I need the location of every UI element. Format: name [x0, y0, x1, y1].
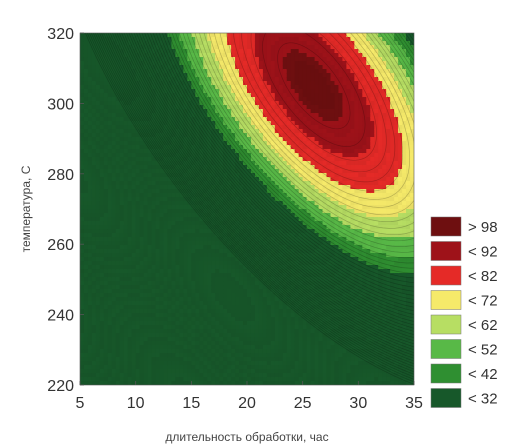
contour-line [199, 33, 414, 229]
legend-label: < 72 [468, 293, 498, 310]
y-tick-label: 260 [47, 237, 74, 254]
contour-line [128, 33, 414, 329]
y-tick-label: 220 [47, 378, 74, 395]
contour-line [88, 33, 414, 380]
contour-line [240, 33, 387, 173]
contour-line [158, 33, 414, 288]
contour-line [86, 33, 414, 383]
x-tick-label: 20 [238, 395, 256, 412]
x-tick-label: 5 [76, 395, 85, 412]
x-axis-label: длительность обработки, час [165, 430, 328, 444]
legend-label: > 98 [468, 219, 498, 236]
contour-line [190, 33, 414, 242]
y-axis-label: температура, С [19, 165, 33, 252]
contour-line [161, 33, 414, 283]
x-tick-label: 10 [127, 395, 145, 412]
legend-item: < 82 [430, 265, 498, 286]
legend-swatch [430, 363, 462, 384]
contour-lines [85, 33, 414, 385]
contour-line [133, 33, 414, 322]
legend-swatch [430, 388, 462, 408]
x-tick-label: 30 [349, 395, 367, 412]
contour-line [250, 33, 377, 161]
legend-item: < 72 [430, 290, 498, 310]
contour-line [175, 33, 414, 264]
contour-line [213, 33, 414, 208]
contour-line [92, 33, 414, 375]
contour-line [149, 33, 414, 300]
contour-line [186, 33, 414, 247]
y-axis-ticks: 220 240 260 280 300 320 [47, 26, 84, 395]
y-tick-label: 300 [47, 96, 74, 113]
contour-line [262, 33, 366, 147]
plot-area [80, 33, 414, 385]
contour-line [136, 33, 414, 319]
contour-line [225, 33, 403, 192]
legend-item: < 92 [430, 241, 498, 261]
contour-line [94, 33, 414, 373]
legend-label: < 32 [468, 391, 498, 408]
legend-label: < 52 [468, 342, 498, 359]
legend-swatch [430, 265, 462, 286]
legend-swatch [430, 241, 462, 261]
legend-swatch [430, 290, 462, 310]
contour-fill [80, 33, 414, 385]
legend-item: < 62 [430, 314, 498, 335]
contour-line [118, 33, 414, 342]
contour-line [90, 33, 414, 378]
y-tick-label: 320 [47, 26, 74, 43]
contour-line [114, 33, 414, 348]
legend-label: < 62 [468, 317, 498, 334]
contour-line [144, 33, 414, 308]
x-tick-label: 15 [182, 395, 200, 412]
contour-line [85, 33, 414, 385]
contour-line [138, 33, 414, 315]
contour-line [116, 33, 414, 345]
contour-line [208, 33, 414, 216]
legend-label: < 92 [468, 244, 498, 261]
contour-line [277, 42, 351, 130]
x-tick-label: 25 [294, 395, 312, 412]
contour-line [109, 33, 414, 354]
contour-line [182, 33, 414, 253]
legend-label: < 42 [468, 366, 498, 383]
contour-line [126, 33, 414, 332]
contour-line [103, 33, 414, 362]
contour-line [123, 33, 414, 335]
contour-line [232, 33, 396, 183]
x-tick-label: 35 [405, 395, 423, 412]
y-tick-label: 280 [47, 167, 74, 184]
contour-line [96, 33, 414, 370]
contour-line [141, 33, 414, 312]
legend-swatch [430, 339, 462, 359]
contour-line [121, 33, 414, 339]
legend-swatch [430, 314, 462, 335]
legend: > 98 < 92 < 82 < 72 < 62 < 52 < 42 < 32 [430, 216, 498, 408]
contour-line [203, 33, 414, 223]
legend-item: < 52 [430, 339, 498, 359]
x-axis-ticks: 5 10 15 20 25 30 35 [76, 381, 423, 412]
contour-line [168, 33, 414, 274]
contour-line [105, 33, 414, 359]
contour-line [101, 33, 414, 365]
contour-line [147, 33, 414, 304]
legend-item: > 98 [430, 216, 498, 237]
legend-swatch [430, 216, 462, 237]
legend-label: < 82 [468, 268, 498, 285]
legend-item: < 42 [430, 363, 498, 384]
contour-line [171, 33, 414, 269]
legend-item: < 32 [430, 388, 498, 408]
contour-line [219, 33, 411, 200]
contour-line [194, 33, 414, 236]
contour-line [112, 33, 414, 351]
contour-line [152, 33, 414, 296]
contour-line [178, 33, 414, 259]
y-tick-label: 240 [47, 308, 74, 325]
contour-line [165, 33, 414, 279]
contour-line [99, 33, 414, 367]
contour-line [107, 33, 414, 356]
contour-line [131, 33, 414, 326]
